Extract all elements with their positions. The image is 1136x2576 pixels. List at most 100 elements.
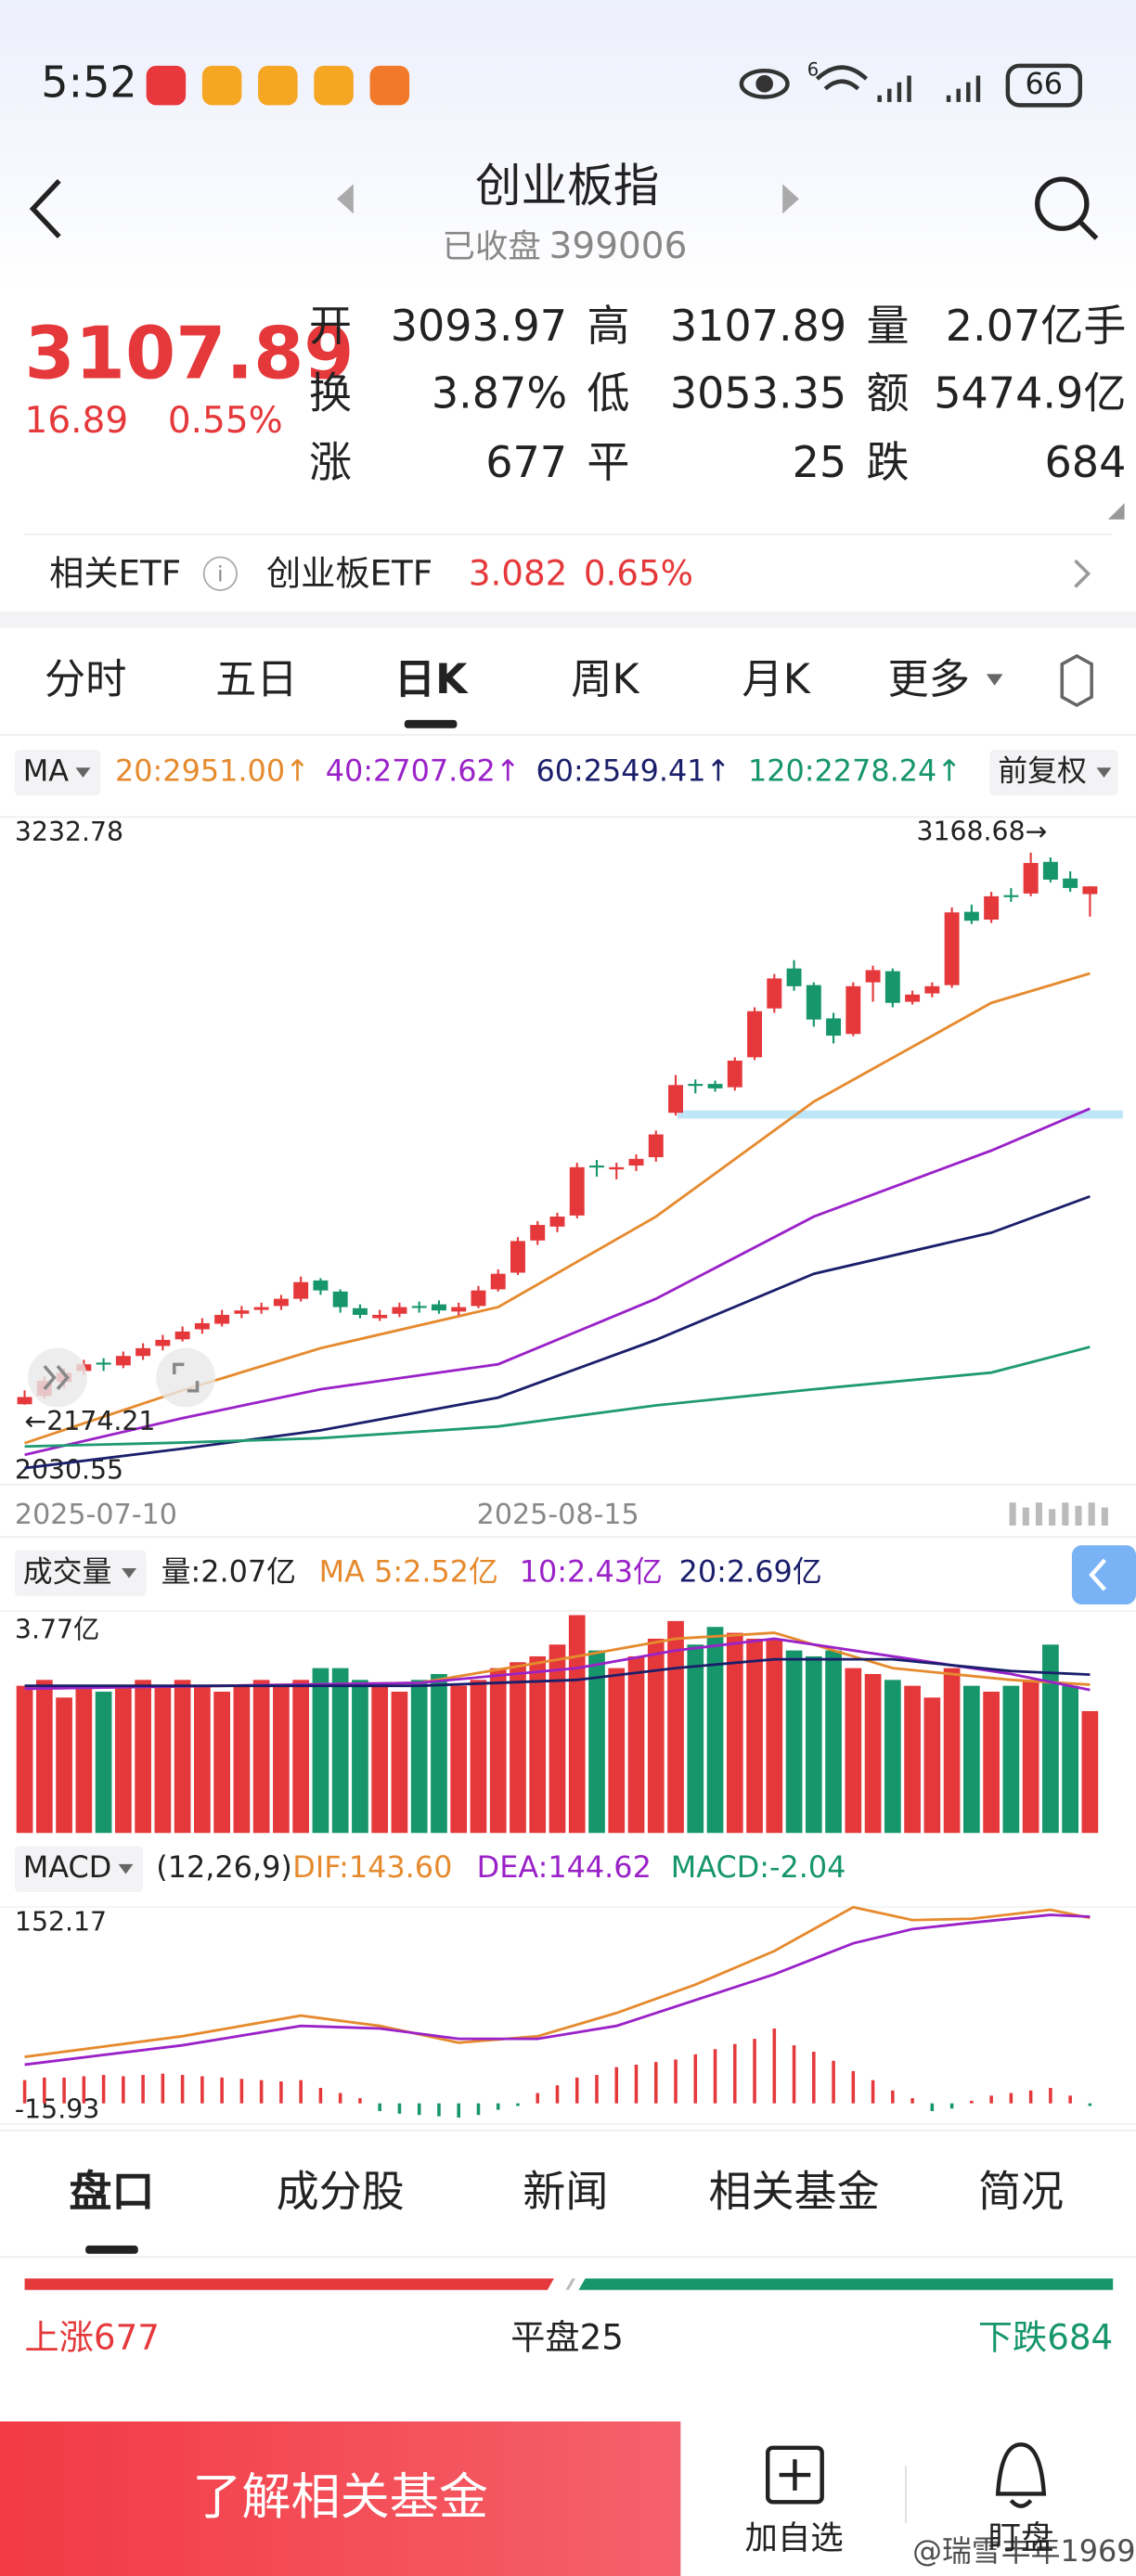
- ma-legend-item: 20:2951.00↑: [115, 753, 310, 789]
- macd-bar: [1088, 2103, 1092, 2106]
- volume-bar: [549, 1644, 566, 1834]
- volume-bar: [174, 1680, 191, 1834]
- macd-bar: [161, 2073, 165, 2104]
- macd-bar: [476, 2103, 481, 2116]
- candle-body: [332, 1291, 348, 1307]
- field-label: 额: [866, 367, 909, 418]
- adjust-label: 前复权: [998, 753, 1087, 789]
- macd-bar: [595, 2075, 599, 2104]
- detail-tab[interactable]: 新闻: [523, 2167, 608, 2217]
- search-button[interactable]: [1035, 176, 1099, 240]
- chart-tab[interactable]: 日K: [394, 656, 469, 703]
- candle-body: [313, 1280, 329, 1291]
- macd-legend-item: DEA:144.62: [477, 1849, 652, 1885]
- macd-legend-item: DIF:143.60: [292, 1849, 452, 1885]
- volume-bar: [312, 1668, 329, 1834]
- volume-bar: [292, 1680, 310, 1834]
- fund-button[interactable]: [0, 2421, 681, 2576]
- macd-bar: [772, 2028, 777, 2104]
- chart-tab[interactable]: 分时: [45, 656, 127, 703]
- ma-selector[interactable]: [14, 749, 101, 796]
- field-label: 涨: [309, 437, 352, 487]
- candle-body: [490, 1273, 506, 1290]
- volume-bar: [726, 1632, 743, 1834]
- chart-style-icon[interactable]: [1009, 1502, 1108, 1526]
- candle-body: [510, 1241, 525, 1273]
- watch-button[interactable]: 盯盘: [988, 2442, 1054, 2557]
- top-background: [0, 0, 1136, 296]
- high-annotation: 3168.68→: [916, 817, 1047, 847]
- candle-body: [569, 1166, 585, 1216]
- back-button[interactable]: [29, 179, 61, 238]
- volume-bar: [75, 1685, 93, 1834]
- volume-bar: [923, 1697, 941, 1834]
- candle-body: [688, 1084, 704, 1087]
- expand-indicator[interactable]: [1107, 503, 1125, 520]
- candle-body: [96, 1362, 111, 1365]
- expand-button[interactable]: [28, 1347, 87, 1408]
- volume-bar: [489, 1668, 507, 1834]
- detail-tab[interactable]: 盘口: [69, 2167, 154, 2217]
- detail-tab[interactable]: 简况: [978, 2167, 1064, 2217]
- candle-body: [924, 985, 940, 994]
- fullscreen-button[interactable]: [156, 1347, 216, 1408]
- macd-bar: [378, 2103, 381, 2112]
- volume-bar: [391, 1692, 408, 1834]
- network-type: 6: [807, 59, 819, 81]
- chart-tab[interactable]: 更多: [888, 656, 971, 703]
- candle-body: [1063, 878, 1078, 888]
- macd-bar: [417, 2103, 421, 2116]
- etf-row[interactable]: 相关ETF i 创业板ETF 3.082 0.65%: [49, 553, 1091, 594]
- candle-body: [589, 1166, 604, 1168]
- volume-bar: [510, 1662, 526, 1834]
- volume-bar: [410, 1680, 428, 1834]
- date-label: 2025-07-10: [15, 1499, 177, 1531]
- candle-body: [155, 1339, 171, 1346]
- macd-bar: [674, 2059, 678, 2104]
- volume-bar: [371, 1685, 389, 1834]
- macd-bar: [200, 2076, 204, 2104]
- macd-bar: [949, 2103, 954, 2109]
- macd-selector[interactable]: [14, 1846, 144, 1893]
- volume-bar: [470, 1680, 487, 1834]
- detail-tab[interactable]: 相关基金: [708, 2167, 879, 2217]
- macd-bar: [1049, 2087, 1052, 2104]
- macd-bar: [338, 2093, 342, 2104]
- detail-tab[interactable]: 成分股: [277, 2167, 405, 2217]
- prev-index[interactable]: [337, 184, 354, 214]
- up-bar: [24, 2278, 554, 2290]
- candle-body: [1042, 861, 1058, 880]
- next-index[interactable]: [782, 184, 799, 214]
- price-tick-label: 2030.55: [15, 1455, 123, 1486]
- field-label: 换: [309, 367, 352, 418]
- macd-bar: [713, 2049, 717, 2104]
- macd-bar: [457, 2103, 460, 2118]
- adjust-selector[interactable]: [989, 749, 1118, 796]
- down-count: 下跌684: [978, 2316, 1113, 2357]
- side-panel-tab[interactable]: [1071, 1545, 1136, 1605]
- volume-selector[interactable]: [14, 1550, 147, 1597]
- volume-bar: [608, 1668, 626, 1834]
- macd-bar: [43, 2077, 46, 2104]
- chart-tab[interactable]: 周K: [571, 656, 639, 703]
- field-value: 2.07亿手: [946, 301, 1127, 351]
- candle-body: [253, 1307, 269, 1310]
- volume-bar: [213, 1692, 230, 1834]
- volume-bar: [884, 1680, 901, 1834]
- expand-glyph: [43, 1364, 70, 1391]
- chart-tab[interactable]: 五日: [215, 656, 298, 703]
- chevron: [1074, 559, 1091, 588]
- macd-bar: [299, 2080, 303, 2104]
- volume-bar: [667, 1620, 684, 1834]
- candle-body: [963, 911, 979, 921]
- status-time: 5:52: [41, 58, 136, 108]
- candle-body: [372, 1314, 388, 1319]
- candle-body: [826, 1018, 842, 1037]
- volume-bar: [135, 1680, 151, 1834]
- candle-body: [451, 1307, 467, 1312]
- volume-bar: [252, 1680, 270, 1834]
- chart-tab[interactable]: 月K: [742, 656, 810, 703]
- settings-button[interactable]: [1060, 653, 1093, 708]
- field-label: 跌: [866, 437, 909, 487]
- add-watchlist-button[interactable]: 加自选: [744, 2445, 844, 2557]
